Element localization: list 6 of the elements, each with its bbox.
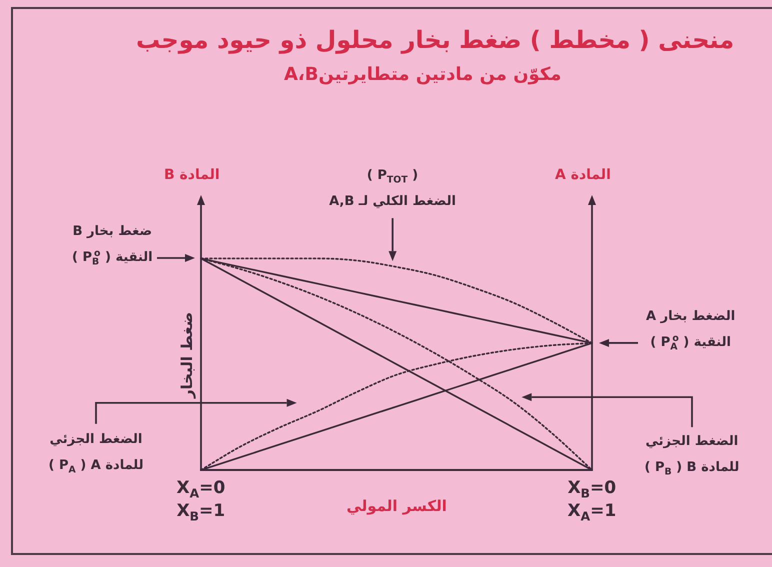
x-axis-title: الكسر المولي (346, 497, 447, 515)
x-tick-label: X$_{B}$=0 X$_{A}$=1 (568, 478, 616, 524)
chart-title: منحنى ( مخطط ) ضغط بخار محلول ذو حيود موجب (136, 26, 734, 54)
chart-subtitle: مكوّن من مادتين متطايرتينA،B (284, 64, 562, 85)
x-tick-label: X$_{A}$=0 X$_{B}$=1 (176, 478, 226, 524)
y-axis-title: ضغط البخار (178, 311, 196, 398)
